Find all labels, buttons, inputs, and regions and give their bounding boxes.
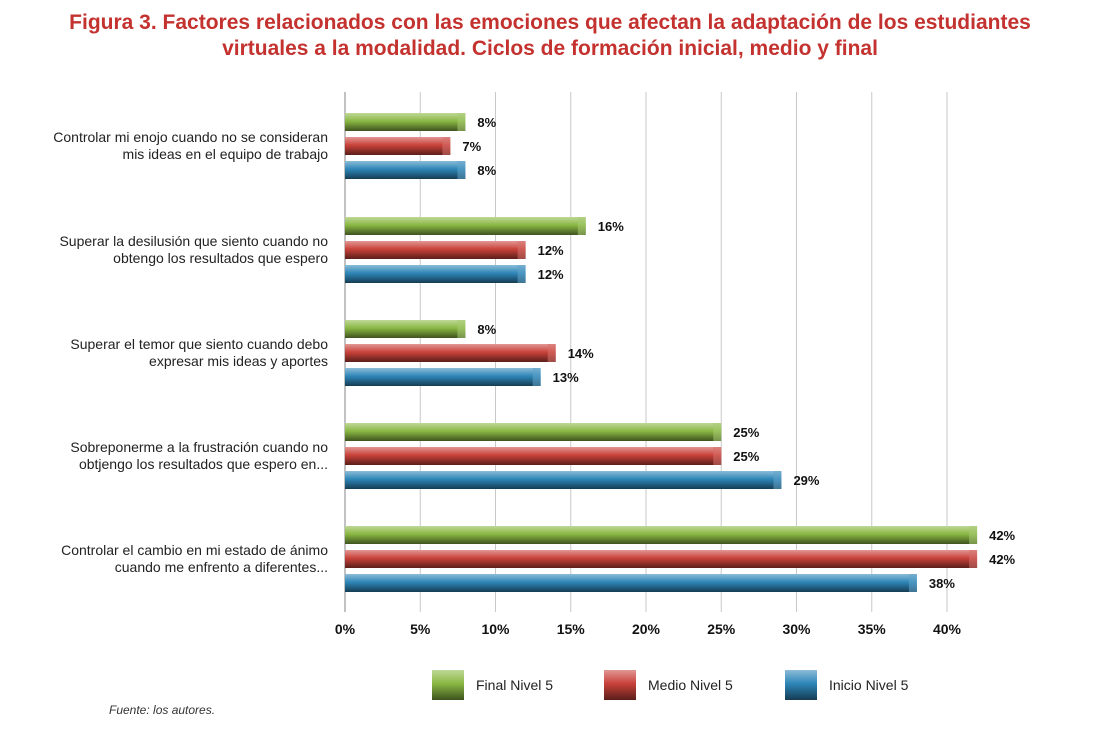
bar-final bbox=[345, 217, 586, 235]
value-label: 25% bbox=[733, 449, 759, 464]
bars-layer bbox=[345, 113, 978, 592]
bar-inicio bbox=[345, 161, 466, 179]
category-label: Controlar mi enojo cuando no se consider… bbox=[53, 129, 328, 145]
bar-end-inicio bbox=[457, 161, 466, 179]
value-label: 12% bbox=[538, 267, 564, 282]
x-tick-label: 10% bbox=[481, 621, 510, 637]
category-label: cuando me enfrento a diferentes... bbox=[115, 559, 328, 575]
labels-layer: 8% 7% 8% Controlar mi enojo cuando no se co… bbox=[53, 115, 1015, 591]
bar-end-medio bbox=[713, 447, 722, 465]
bar-inicio bbox=[345, 574, 917, 592]
chart-title: Figura 3. Factores relacionados con las … bbox=[0, 10, 1100, 62]
category-label: Superar la desilusión que siento cuando … bbox=[59, 233, 328, 249]
value-label: 25% bbox=[733, 425, 759, 440]
bar-end-final bbox=[457, 113, 466, 131]
legend-swatch-inicio bbox=[785, 670, 817, 700]
bar-end-final bbox=[713, 423, 722, 441]
category-label: Controlar el cambio en mi estado de ánim… bbox=[61, 542, 328, 558]
bar-end-medio bbox=[517, 241, 526, 259]
bar-inicio bbox=[345, 265, 526, 283]
bar-end-inicio bbox=[517, 265, 526, 283]
chart-title-line-1: Figura 3. Factores relacionados con las … bbox=[69, 11, 1031, 34]
bar-medio bbox=[345, 241, 526, 259]
bar-end-inicio bbox=[908, 574, 917, 592]
bar-end-final bbox=[457, 320, 466, 338]
value-label: 13% bbox=[553, 370, 579, 385]
x-tick-label: 5% bbox=[410, 621, 431, 637]
source-note: Fuente: los autores. bbox=[109, 703, 216, 717]
value-label: 12% bbox=[538, 243, 564, 258]
value-label: 8% bbox=[477, 163, 496, 178]
value-label: 38% bbox=[929, 576, 955, 591]
chart-title-line-2: virtuales a la modalidad. Ciclos de form… bbox=[222, 37, 878, 60]
bar-end-medio bbox=[442, 137, 451, 155]
bar-final bbox=[345, 423, 722, 441]
bar-medio bbox=[345, 344, 556, 362]
bar-medio bbox=[345, 550, 978, 568]
category-label: Sobreponerme a la frustración cuando no bbox=[70, 439, 328, 455]
value-label: 7% bbox=[462, 139, 481, 154]
legend-label-inicio: Inicio Nivel 5 bbox=[829, 677, 909, 693]
legend-label-medio: Medio Nivel 5 bbox=[648, 677, 733, 693]
category-label: Superar el temor que siento cuando debo bbox=[70, 336, 328, 352]
bar-end-inicio bbox=[532, 368, 541, 386]
bar-medio bbox=[345, 137, 451, 155]
x-tick-label: 40% bbox=[933, 621, 962, 637]
legend-swatch-medio bbox=[604, 670, 636, 700]
value-label: 8% bbox=[477, 115, 496, 130]
x-tick-label: 15% bbox=[557, 621, 586, 637]
legend: Final Nivel 5 Medio Nivel 5 Inicio Nivel 5 bbox=[432, 670, 909, 700]
legend-label-final: Final Nivel 5 bbox=[476, 677, 553, 693]
x-axis-ticks: 0% 5% 10% 15% 20% 25% 30% 35% 40% bbox=[335, 621, 962, 637]
bar-end-medio bbox=[547, 344, 556, 362]
category-label: obtengo los resultados que espero bbox=[113, 250, 328, 266]
bar-end-final bbox=[969, 526, 978, 544]
x-tick-label: 35% bbox=[858, 621, 887, 637]
value-label: 14% bbox=[568, 346, 594, 361]
bar-final bbox=[345, 113, 466, 131]
x-tick-label: 30% bbox=[782, 621, 811, 637]
category-label: mis ideas en el equipo de trabajo bbox=[123, 146, 329, 162]
legend-swatch-final bbox=[432, 670, 464, 700]
bar-final bbox=[345, 526, 978, 544]
x-tick-label: 25% bbox=[707, 621, 736, 637]
bar-inicio bbox=[345, 471, 782, 489]
value-label: 42% bbox=[989, 552, 1015, 567]
category-label: expresar mis ideas y aportes bbox=[149, 353, 328, 369]
bar-medio bbox=[345, 447, 722, 465]
category-label: obtjengo los resultados que espero en... bbox=[79, 456, 328, 472]
bar-end-final bbox=[577, 217, 586, 235]
value-label: 29% bbox=[793, 473, 819, 488]
bar-final bbox=[345, 320, 466, 338]
bar-end-inicio bbox=[773, 471, 782, 489]
value-label: 42% bbox=[989, 528, 1015, 543]
bar-inicio bbox=[345, 368, 541, 386]
x-tick-label: 20% bbox=[632, 621, 661, 637]
x-tick-label: 0% bbox=[335, 621, 356, 637]
value-label: 8% bbox=[477, 322, 496, 337]
bar-end-medio bbox=[969, 550, 978, 568]
value-label: 16% bbox=[598, 219, 624, 234]
